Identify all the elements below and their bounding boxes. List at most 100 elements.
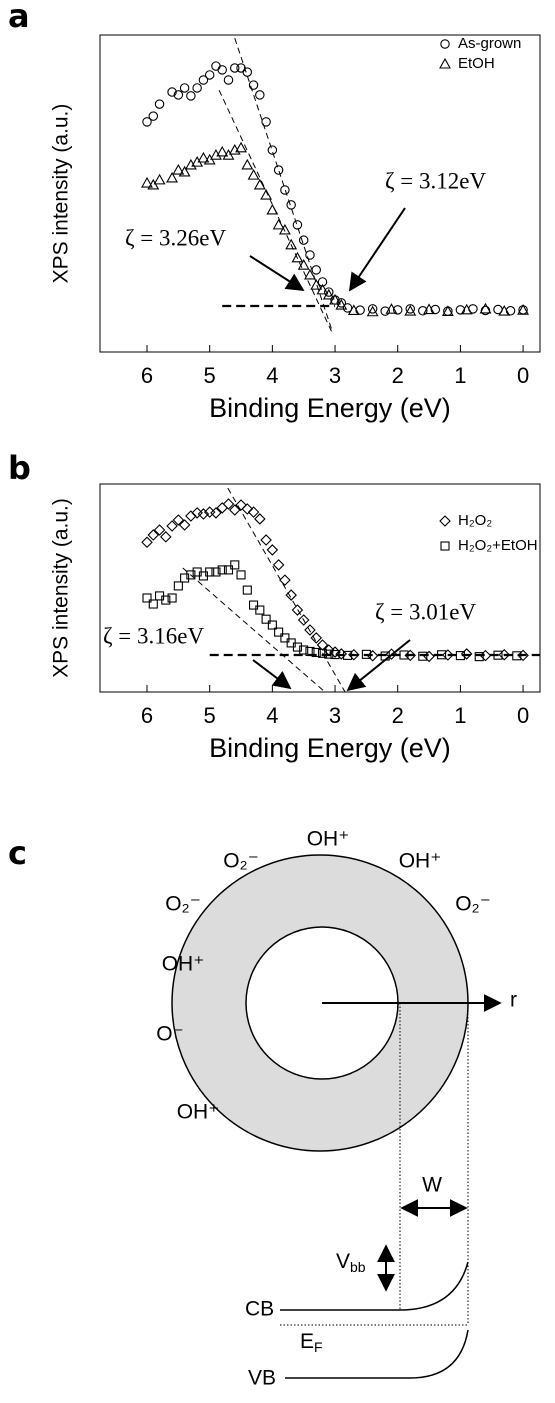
- data-point: [161, 595, 171, 605]
- data-point: [361, 649, 371, 659]
- legend-marker: [440, 541, 450, 551]
- valence-band: [285, 1329, 469, 1379]
- data-point: [280, 185, 290, 195]
- fit-line: [182, 567, 326, 693]
- data-point: [385, 303, 398, 314]
- data-point: [297, 259, 310, 270]
- data-point: [274, 627, 284, 637]
- data-point: [278, 223, 291, 235]
- data-point: [148, 111, 159, 121]
- panel-label: b: [8, 449, 31, 487]
- data-point: [223, 75, 234, 85]
- data-point: [235, 141, 247, 153]
- data-point: [228, 143, 241, 155]
- data-point: [460, 648, 473, 660]
- data-point: [211, 567, 221, 577]
- data-point: [222, 498, 235, 510]
- data-point: [205, 567, 215, 577]
- data-point: [222, 149, 235, 160]
- data-point: [474, 652, 484, 662]
- band-label: VB: [248, 1367, 276, 1390]
- data-point: [241, 503, 254, 515]
- data-point: [455, 651, 465, 661]
- x-tick-label: 0: [517, 363, 529, 388]
- data-point: [324, 649, 334, 659]
- ion-label: O⁻: [156, 1023, 183, 1046]
- x-tick-label: 6: [141, 363, 153, 388]
- data-point: [292, 220, 303, 230]
- legend-marker: [439, 57, 451, 69]
- x-tick-label: 1: [454, 363, 466, 388]
- y-axis-label: XPS intensity (a.u.): [50, 498, 73, 678]
- data-point: [423, 650, 435, 663]
- annotation: ζ = 3.26eV: [125, 225, 226, 250]
- annotation-arrow: [348, 207, 406, 292]
- data-point: [249, 600, 259, 610]
- data-point: [404, 304, 417, 316]
- data-point: [241, 158, 254, 170]
- data-point: [330, 650, 340, 660]
- data-point: [266, 544, 279, 556]
- data-point: [173, 581, 183, 591]
- data-point: [197, 151, 210, 163]
- data-point: [147, 529, 160, 541]
- data-point: [291, 604, 304, 616]
- ion-label: O₂⁻: [455, 893, 491, 916]
- data-point: [178, 165, 191, 177]
- data-point: [317, 648, 328, 658]
- data-point: [253, 178, 266, 190]
- data-point: [230, 63, 240, 73]
- data-point: [441, 305, 454, 316]
- data-point: [210, 507, 222, 519]
- data-point: [197, 508, 210, 520]
- data-point: [167, 87, 177, 97]
- data-point: [173, 90, 184, 100]
- data-point: [204, 70, 215, 80]
- legend-label: As-grown: [458, 35, 521, 52]
- data-point: [228, 504, 241, 516]
- data-point: [399, 650, 409, 660]
- ion-label: O₂⁻: [223, 850, 259, 873]
- x-tick-label: 4: [266, 703, 278, 728]
- annotation: ζ = 3.12eV: [385, 168, 486, 193]
- data-point: [493, 650, 503, 660]
- ion-label: OH⁺: [162, 953, 205, 976]
- data-point: [498, 304, 511, 316]
- ion-label: OH⁺: [177, 1101, 220, 1124]
- fermi-label: EF: [300, 1330, 323, 1355]
- plot-frame: [99, 34, 541, 353]
- data-point: [186, 91, 196, 101]
- data-point: [153, 173, 166, 185]
- data-point: [180, 573, 190, 583]
- data-point: [242, 585, 252, 595]
- data-point: [285, 238, 298, 250]
- data-point: [167, 593, 177, 603]
- conduction-band: [280, 1261, 469, 1311]
- legend-label: H₂O₂: [458, 512, 492, 529]
- data-point: [291, 251, 304, 263]
- data-point: [505, 306, 516, 316]
- data-point: [255, 90, 265, 100]
- data-point: [154, 99, 165, 109]
- data-point: [336, 298, 347, 308]
- x-tick-label: 5: [204, 363, 216, 388]
- data-point: [172, 163, 185, 175]
- x-tick-label: 4: [266, 363, 278, 388]
- x-tick-label: 1: [454, 703, 466, 728]
- x-tick-label: 2: [392, 703, 404, 728]
- ion-label: O₂⁻: [165, 893, 201, 916]
- data-point: [442, 649, 454, 661]
- data-point: [311, 265, 321, 275]
- data-point: [322, 288, 335, 300]
- ion-label: OH⁺: [399, 850, 442, 873]
- data-point: [460, 303, 473, 315]
- data-point: [267, 145, 278, 155]
- data-point: [299, 645, 309, 655]
- data-point: [217, 565, 227, 575]
- data-point: [178, 519, 191, 531]
- data-point: [141, 536, 153, 549]
- x-axis-label: Binding Energy (eV): [209, 393, 451, 423]
- data-point: [255, 605, 265, 615]
- data-point: [310, 278, 323, 290]
